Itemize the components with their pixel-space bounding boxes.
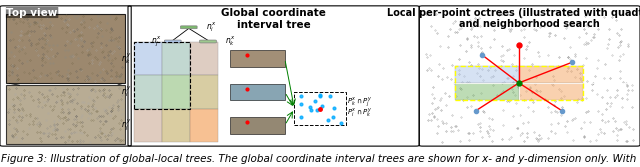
Text: $P_k^x \cap P_j^y$: $P_k^x \cap P_j^y$ — [347, 95, 372, 109]
Text: $n_j^y$: $n_j^y$ — [121, 118, 131, 133]
Bar — [230, 117, 285, 134]
Text: $n_i^y$: $n_i^y$ — [121, 85, 131, 99]
Text: $n_i^x$: $n_i^x$ — [205, 21, 216, 34]
Bar — [134, 42, 162, 75]
Bar — [162, 109, 190, 142]
Bar — [230, 84, 285, 100]
Bar — [230, 50, 285, 67]
Point — [336, 122, 346, 124]
Bar — [162, 109, 190, 142]
Point — [310, 100, 320, 102]
Point — [315, 95, 325, 98]
Bar — [190, 42, 218, 75]
Text: Top view: Top view — [6, 8, 58, 18]
Text: $P_i^x \cap P_k^y$: $P_i^x \cap P_k^y$ — [347, 106, 372, 119]
Bar — [134, 42, 190, 109]
Bar — [162, 42, 190, 75]
Bar — [519, 66, 583, 83]
Text: Global coordinate
interval tree: Global coordinate interval tree — [221, 8, 326, 30]
Point — [312, 109, 323, 111]
Point — [305, 108, 316, 111]
FancyBboxPatch shape — [180, 26, 197, 29]
Bar — [294, 92, 346, 125]
Text: Figure 3: Illustration of global-local trees. The global coordinate interval tre: Figure 3: Illustration of global-local t… — [1, 154, 637, 164]
Bar — [134, 109, 162, 142]
Bar — [455, 83, 519, 100]
Bar — [162, 42, 190, 75]
Bar — [190, 42, 218, 75]
Point — [328, 107, 339, 109]
Text: $n_k^x$: $n_k^x$ — [225, 35, 236, 48]
Point — [305, 106, 315, 109]
Text: $n_j^x$: $n_j^x$ — [151, 34, 161, 49]
Text: Local per-point octrees (illustrated with quadtrees)
and neighborhood search: Local per-point octrees (illustrated wit… — [387, 8, 640, 29]
Bar — [134, 75, 162, 109]
Point — [328, 116, 338, 119]
Point — [315, 94, 325, 96]
Text: $n_k^y$: $n_k^y$ — [121, 51, 131, 66]
Bar — [190, 109, 218, 142]
Bar — [134, 75, 162, 109]
Bar — [134, 42, 162, 75]
Point — [317, 104, 327, 107]
Point — [323, 118, 333, 121]
Bar — [162, 75, 190, 109]
Bar — [519, 83, 583, 100]
Point — [296, 95, 306, 98]
FancyBboxPatch shape — [200, 40, 216, 43]
Bar — [162, 75, 190, 109]
Bar — [134, 109, 162, 142]
Bar — [6, 85, 125, 144]
Bar — [455, 66, 583, 100]
Point — [296, 102, 306, 105]
Bar — [455, 66, 519, 83]
FancyBboxPatch shape — [164, 40, 181, 43]
Point — [296, 115, 306, 118]
Bar — [6, 14, 125, 83]
Bar — [190, 75, 218, 109]
Point — [325, 94, 335, 97]
Bar — [190, 75, 218, 109]
Bar — [190, 109, 218, 142]
